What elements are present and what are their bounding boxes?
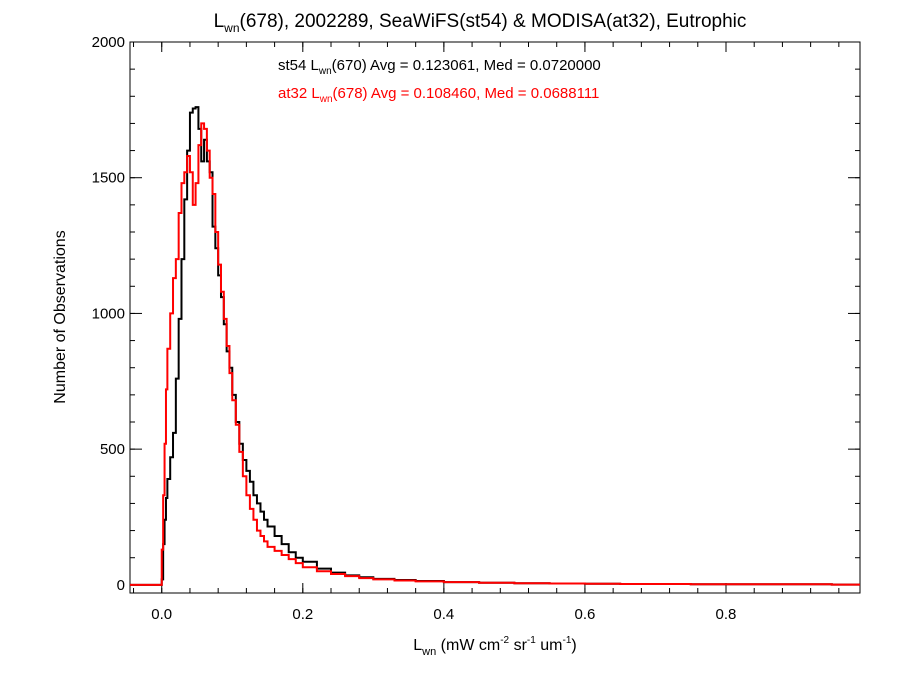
x-tick-label: 0.2 — [292, 606, 313, 623]
legend-entry-st54: st54 Lwn(670) Avg = 0.123061, Med = 0.07… — [278, 57, 601, 77]
title-post: (678), 2002289, SeaWiFS(st54) & MODISA(a… — [240, 11, 747, 32]
xlabel-l: L — [413, 637, 422, 654]
xlabel-sup-1a: -1 — [527, 635, 536, 646]
x-tick-label: 0.0 — [151, 606, 172, 623]
xlabel-sr: sr — [509, 637, 527, 654]
legend-st54-sub: wn — [318, 66, 332, 77]
legend-entry-at32: at32 Lwn(678) Avg = 0.108460, Med = 0.06… — [278, 85, 599, 105]
y-axis-tick-labels: 0 500 1000 1500 2000 — [92, 34, 125, 594]
xlabel-mw-cm: (mW cm — [436, 637, 500, 654]
x-tick-label: 0.6 — [574, 606, 595, 623]
chart-title: Lwn(678), 2002289, SeaWiFS(st54) & MODIS… — [214, 11, 747, 35]
y-axis-ticks — [130, 41, 860, 586]
y-axis-label: Number of Observations — [52, 230, 69, 403]
legend-at32-pre: at32 L — [278, 85, 320, 102]
x-tick-label: 0.8 — [716, 606, 737, 623]
x-tick-label: 0.4 — [433, 606, 454, 623]
title-sub: wn — [223, 21, 239, 35]
series-line-st54 — [130, 106, 860, 586]
y-tick-label: 0 — [117, 577, 125, 594]
y-tick-label: 1000 — [92, 305, 125, 322]
x-axis-label: Lwn (mW cm-2 sr-1 um-1) — [413, 635, 576, 658]
legend-at32-post: (678) Avg = 0.108460, Med = 0.0688111 — [333, 85, 600, 102]
xlabel-close: ) — [571, 637, 576, 654]
y-tick-label: 2000 — [92, 34, 125, 51]
xlabel-sup-1b: -1 — [562, 635, 571, 646]
xlabel-sup-2: -2 — [500, 635, 509, 646]
series-line-at32 — [130, 122, 860, 586]
legend-at32-sub: wn — [319, 94, 333, 105]
series-group — [130, 106, 860, 586]
plot-frame — [129, 41, 861, 594]
x-axis-ticks — [133, 42, 840, 593]
x-axis-tick-labels: 0.0 0.2 0.4 0.6 0.8 — [151, 606, 736, 623]
legend: st54 Lwn(670) Avg = 0.123061, Med = 0.07… — [278, 57, 601, 105]
y-tick-label: 1500 — [92, 170, 125, 187]
legend-st54-pre: st54 L — [278, 57, 319, 74]
xlabel-um: um — [536, 637, 563, 654]
legend-st54-post: (670) Avg = 0.123061, Med = 0.0720000 — [332, 57, 601, 74]
title-pre: L — [214, 11, 225, 32]
xlabel-sub-wn: wn — [421, 646, 436, 658]
y-tick-label: 500 — [100, 441, 125, 458]
